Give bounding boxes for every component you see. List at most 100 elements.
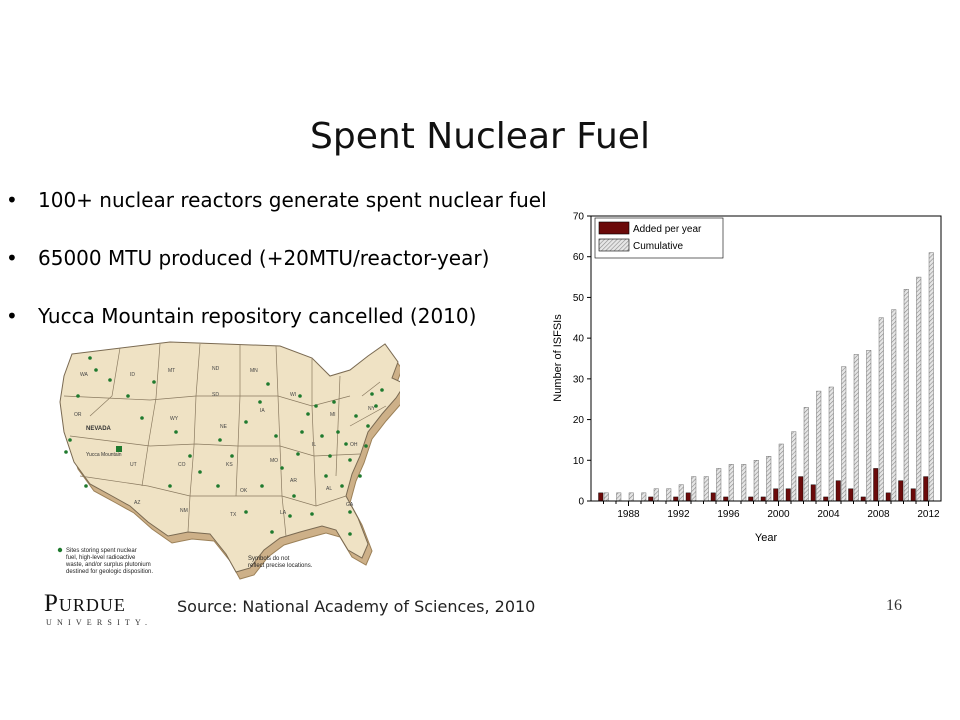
bar-added-per-year [685, 492, 691, 502]
chart-legend: Added per year Cumulative [594, 217, 724, 259]
bar-cumulative [628, 492, 634, 502]
bar-cumulative [766, 456, 772, 502]
bar-added-per-year [773, 488, 779, 502]
us-map-svg: WA OR ID MT ND SD MN IA WY NE CO KS MO UT AZ NM TX O… [57, 341, 431, 580]
svg-text:NE: NE [220, 424, 228, 430]
bar-added-per-year [710, 492, 716, 502]
x-axis: 1988 1992 1996 2000 2004 2008 2012 [603, 501, 940, 520]
bar-added-per-year [598, 492, 604, 502]
bar-cumulative [678, 484, 684, 502]
bar-cumulative [753, 460, 759, 502]
yucca-label: Yucca Mountain [86, 452, 122, 458]
logo-sub-text: UNIVERSITY. [46, 618, 153, 627]
legend-dot-icon [57, 547, 63, 553]
svg-text:OK: OK [240, 488, 248, 494]
isfsi-chart-svg: 0 10 20 30 40 50 60 70 1988 1992 1996 2000 2004 2008… [552, 212, 942, 544]
bullet-text: Yucca Mountain repository cancelled (201… [38, 304, 477, 328]
bullet-icon: • [6, 246, 18, 270]
svg-text:NY: NY [368, 406, 376, 412]
legend-label-cumulative: Cumulative [633, 241, 683, 252]
source-caption: Source: National Academy of Sciences, 20… [177, 597, 536, 616]
map-legend: Sites storing spent nuclear fuel, high-l… [65, 548, 153, 575]
legend-label-added: Added per year [633, 224, 702, 235]
svg-text:WA: WA [80, 372, 89, 378]
yucca-marker [116, 446, 122, 452]
y-tick-label: 70 [573, 212, 585, 223]
map-legend-line: waste, and/or surplus plutonium [65, 562, 151, 568]
bar-cumulative [928, 252, 934, 502]
legend-swatch-added [598, 221, 630, 235]
svg-text:UT: UT [130, 462, 137, 468]
bar-added-per-year [910, 488, 916, 502]
bar-cumulative [666, 488, 672, 502]
site-dots [64, 356, 384, 536]
svg-text:KS: KS [226, 462, 233, 468]
bar-added-per-year [873, 468, 879, 502]
state-borders [63, 343, 387, 537]
svg-text:SD: SD [212, 392, 219, 398]
bar-cumulative [841, 366, 847, 502]
bar-added-per-year [885, 492, 891, 502]
y-axis-label: Number of ISFSIs [552, 314, 564, 402]
isfsi-chart: 0 10 20 30 40 50 60 70 1988 1992 1996 2000 2004 2008… [545, 205, 950, 555]
bar-added-per-year [860, 496, 866, 502]
bar-added-per-year [810, 484, 816, 502]
y-tick-label: 50 [573, 293, 585, 304]
bar-added-per-year [723, 496, 729, 502]
bar-added-per-year [835, 480, 841, 502]
bar-added-per-year [648, 496, 654, 502]
svg-text:AR: AR [290, 478, 297, 484]
svg-text:MN: MN [250, 368, 258, 374]
bar-cumulative [603, 492, 609, 502]
svg-text:IA: IA [260, 408, 265, 414]
bar-cumulative [903, 289, 909, 502]
svg-text:NM: NM [180, 508, 188, 514]
bar-cumulative [803, 407, 809, 502]
map-legend-line: fuel, high-level radioactive [66, 555, 136, 561]
svg-text:CO: CO [178, 462, 186, 468]
bar-cumulative [866, 350, 872, 502]
nevada-label: NEVADA [86, 426, 112, 432]
svg-text:MO: MO [270, 458, 278, 464]
bar-added-per-year [923, 476, 929, 502]
bar-cumulative [916, 276, 922, 502]
svg-text:WY: WY [170, 416, 179, 422]
bar-added-per-year [673, 496, 679, 502]
bar-added-per-year [785, 488, 791, 502]
map-legend-line: Sites storing spent nuclear [66, 548, 137, 554]
slide-title: Spent Nuclear Fuel [310, 116, 650, 157]
legend-swatch-cumulative [598, 238, 630, 252]
bar-added-per-year [748, 496, 754, 502]
bar-added-per-year [798, 476, 804, 502]
map-legend-line: destined for geologic disposition. [66, 569, 153, 575]
purdue-logo: Purdue UNIVERSITY. [44, 591, 153, 628]
x-tick-label: 2008 [867, 509, 890, 520]
bar-cumulative [816, 390, 822, 502]
svg-text:WI: WI [290, 392, 296, 398]
us-map-figure: WA OR ID MT ND SD MN IA WY NE CO KS MO UT AZ NM TX O… [50, 336, 431, 586]
svg-text:OR: OR [74, 412, 82, 418]
y-axis: 0 10 20 30 40 50 60 70 [573, 212, 591, 508]
bullet-icon: • [6, 304, 18, 328]
bar-cumulative [891, 309, 897, 502]
x-tick-label: 1992 [667, 509, 690, 520]
x-axis-label: Year [755, 532, 778, 544]
map-note: Symbols do not reflect precise locations… [248, 556, 313, 569]
bar-added-per-year [848, 488, 854, 502]
svg-text:AZ: AZ [134, 500, 140, 506]
x-tick-label: 2012 [917, 509, 940, 520]
bar-cumulative [641, 492, 647, 502]
map-note-line: reflect precise locations. [248, 563, 313, 569]
bar-cumulative [653, 488, 659, 502]
y-tick-label: 30 [573, 374, 585, 385]
svg-text:ID: ID [130, 372, 135, 378]
bar-cumulative [791, 431, 797, 502]
y-tick-label: 20 [573, 415, 585, 426]
x-tick-label: 1996 [717, 509, 740, 520]
bullet-text: 65000 MTU produced (+20MTU/reactor-year) [38, 246, 490, 270]
bar-cumulative [691, 476, 697, 502]
svg-text:IL: IL [312, 442, 316, 448]
y-tick-label: 40 [573, 334, 585, 345]
map-note-line: Symbols do not [248, 556, 290, 562]
y-tick-label: 0 [578, 497, 584, 508]
